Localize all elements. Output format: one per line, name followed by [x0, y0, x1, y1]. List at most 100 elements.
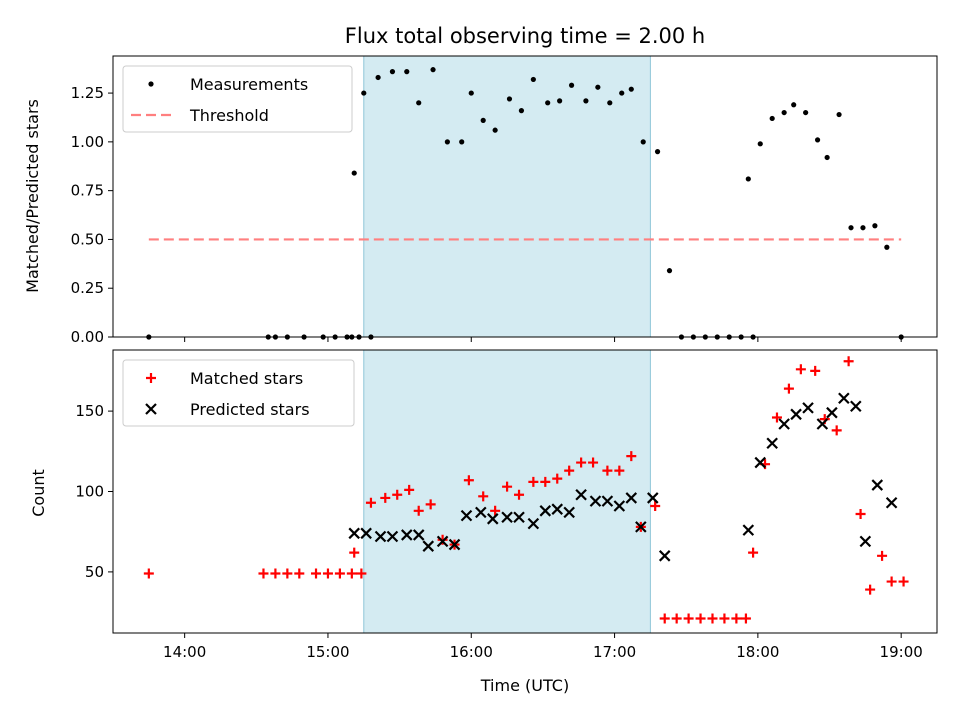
measurements-point: [666, 268, 673, 274]
predicted-stars-point: [475, 506, 487, 519]
matched-stars-point: [683, 613, 694, 624]
matched-stars-point: [334, 568, 345, 579]
matched-stars-point: [695, 613, 706, 624]
axes-frame-top: [112, 55, 938, 338]
matched-stars-point: [626, 451, 637, 462]
predicted-stars-point: [575, 488, 587, 501]
matched-stars-point: [576, 457, 587, 468]
predicted-stars-point: [802, 402, 814, 414]
predicted-stars-point: [658, 550, 671, 562]
matched-stars-point: [855, 509, 866, 520]
predicted-stars-point: [448, 538, 461, 551]
measurements-point: [745, 176, 751, 182]
predicted-stars-point: [589, 495, 602, 507]
matched-stars-point: [748, 547, 759, 558]
predicted-stars-point: [527, 517, 540, 530]
predicted-stars-point: [859, 535, 872, 548]
predicted-stars-point: [838, 392, 850, 405]
matched-stars-point: [740, 613, 751, 624]
measurements-point: [468, 90, 474, 96]
predicted-stars-point: [742, 524, 755, 536]
predicted-stars-point: [826, 406, 838, 419]
matched-stars-point: [478, 491, 489, 502]
measurements-point: [506, 96, 513, 102]
ratio-legend: Measurements Threshold: [122, 65, 353, 133]
measurements-point: [568, 82, 575, 88]
predicted-stars-point: [486, 513, 499, 525]
matched-stars-legend-label: Matched stars: [190, 369, 303, 388]
matched-stars-point: [311, 568, 322, 579]
predicted-stars-point: [647, 492, 659, 504]
measurements-point: [430, 67, 436, 73]
measurements-point: [803, 109, 809, 116]
panel-count: 14:00 15:00 16:00 17:00 18:00 19:00 50 100 150 C…: [29, 349, 938, 695]
matched-stars-point: [831, 425, 842, 436]
matched-stars-point: [282, 568, 293, 579]
matched-stars-point: [502, 481, 513, 492]
chart-title: Flux total observing time = 2.00 h: [345, 24, 705, 48]
y-tick-label: 0.50: [71, 230, 104, 248]
ratio-axis-ticks: 0.00 0.25 0.50 0.75 1.00 1.25: [71, 84, 902, 346]
legend-box: [122, 65, 353, 133]
matched-stars-point: [771, 412, 782, 423]
predicted-stars-point: [551, 503, 564, 515]
measurements-point: [824, 154, 830, 161]
x-tick-label: 17:00: [593, 643, 636, 661]
measurements-point: [480, 117, 486, 123]
matched-stars-point: [294, 568, 305, 579]
matched-stars-point: [614, 465, 625, 476]
predicted-stars-point: [460, 509, 473, 522]
measurements-point: [654, 149, 661, 155]
measurements-legend-swatch: [148, 81, 154, 87]
predicted-stars-point: [885, 496, 898, 509]
matched-stars-point: [877, 550, 888, 561]
matched-stars-point: [552, 473, 563, 484]
count-axis-ticks: 14:00 15:00 16:00 17:00 18:00 19:00 50 100 150: [75, 402, 922, 661]
measurements-point: [757, 141, 763, 147]
measurements-point: [389, 69, 396, 75]
matched-stars-point: [588, 457, 599, 468]
predicted-stars-point: [850, 400, 862, 413]
y-tick-label: 150: [75, 402, 104, 420]
predicted-stars-point: [816, 418, 829, 430]
measurements-point: [628, 86, 634, 92]
matched-stars-point: [258, 568, 269, 579]
count-legend: Matched stars Predicted stars: [122, 359, 355, 427]
predicted-stars-point: [766, 437, 778, 450]
measurements-point: [848, 225, 854, 231]
matched-stars-point: [143, 568, 154, 579]
matched-stars-point: [707, 613, 718, 624]
matched-stars-point: [795, 364, 806, 375]
measurements-point: [836, 111, 842, 118]
measurements-point: [375, 74, 381, 81]
matched-stars-point: [843, 356, 854, 367]
y-tick-label: 0.75: [71, 182, 104, 200]
matched-stars-point: [349, 547, 360, 558]
matched-stars-point: [564, 465, 575, 476]
matched-stars-point: [602, 465, 613, 476]
predicted-stars-point: [539, 505, 552, 517]
y-tick-label: 0.00: [71, 328, 104, 346]
matched-stars-point: [322, 568, 333, 579]
measurements-point: [814, 137, 821, 143]
matched-stars-point: [392, 489, 403, 500]
measurements-point: [492, 127, 498, 133]
matched-stars-point: [783, 383, 794, 394]
count-marks: [143, 356, 909, 624]
panel-ratio: 0.00 0.25 0.50 0.75 1.00 1.25 Flux total obse…: [23, 24, 938, 346]
measurements-point: [607, 100, 613, 106]
matched-stars-point: [463, 475, 474, 486]
matched-stars-point: [514, 489, 525, 500]
measurements-point: [444, 139, 450, 145]
matched-stars-point: [365, 497, 376, 508]
measurements-point: [781, 109, 787, 116]
x-tick-label: 18:00: [736, 643, 779, 661]
measurements-point: [595, 84, 601, 90]
y-tick-label: 1.00: [71, 133, 104, 151]
measurements-point: [351, 170, 357, 176]
matched-stars-point: [650, 500, 661, 511]
matched-stars-point: [413, 505, 424, 516]
observing-window-shade-top: [363, 55, 651, 338]
measurements-point: [416, 100, 422, 106]
